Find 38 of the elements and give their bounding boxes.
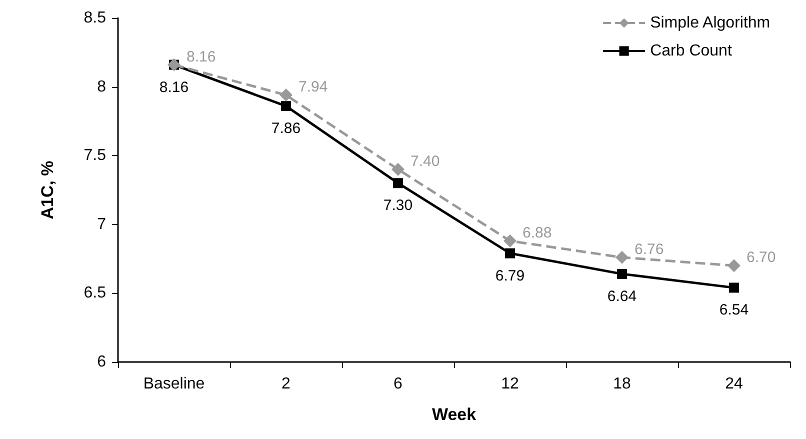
y-tick-label: 7.5 [84,147,106,164]
data-label: 6.88 [522,224,552,242]
data-label: 7.30 [383,197,413,214]
y-tick-label: 6.5 [84,284,106,302]
point [729,282,739,293]
x-tick-label: 6 [394,376,403,392]
data-label: 8.16 [159,78,189,96]
data-label: 8.16 [186,48,216,66]
y-tick-label: 8 [97,78,106,96]
x-tick-label: 2 [282,376,291,392]
x-tick-label: 18 [613,376,631,392]
x-tick-label: Baseline [143,376,205,392]
legend-label: Carb Count [650,42,732,60]
x-tick-label: 24 [725,376,743,392]
data-label: 7.40 [410,152,440,170]
data-label: 6.76 [634,240,664,258]
data-label: 7.86 [271,120,301,138]
y-tick-label: 8.5 [84,10,106,26]
point [392,162,404,176]
point [617,268,627,279]
point [728,259,740,272]
data-label: 6.64 [607,288,637,305]
y-axis-title: A1C, % [38,160,57,220]
point [504,234,516,248]
x-tick-label: 12 [501,376,519,392]
x-axis-title: Week [432,405,477,424]
legend-label: Simple Algorithm [650,14,770,32]
point [281,101,291,112]
point [280,88,292,102]
y-tick-label: 7 [97,216,106,233]
y-tick-label: 6 [97,354,106,370]
point [616,250,628,264]
point [393,178,403,188]
data-label: 6.79 [495,267,525,284]
data-label: 6.70 [746,249,776,266]
data-label: 7.94 [298,78,328,96]
point [505,248,515,258]
data-label: 6.54 [719,302,749,319]
